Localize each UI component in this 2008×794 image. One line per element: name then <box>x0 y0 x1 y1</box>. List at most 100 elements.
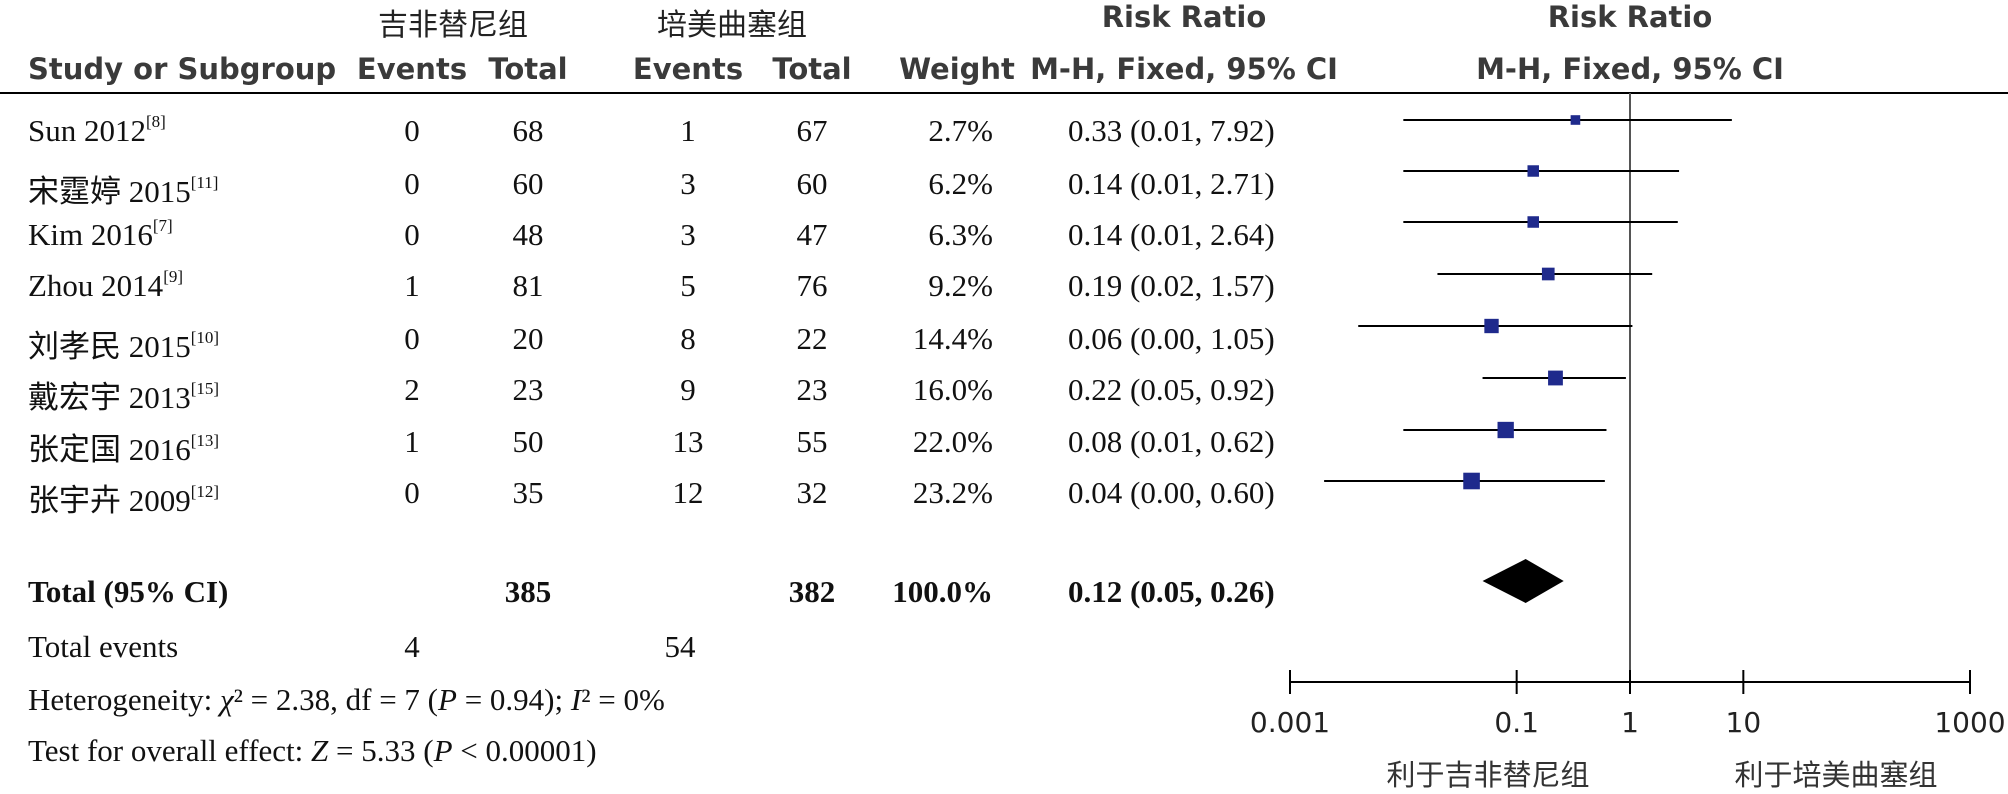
study-weight: 14.4% <box>912 321 993 356</box>
total-events-label: Total events <box>28 629 179 664</box>
study-total2: 22 <box>796 321 828 356</box>
method-right-header: M-H, Fixed, 95% CI <box>1476 52 1784 86</box>
study-total1: 81 <box>512 268 544 303</box>
study-ci: 0.19 (0.02, 1.57) <box>1068 268 1275 303</box>
total1-header: Total <box>488 52 568 86</box>
study-total1: 68 <box>512 113 544 148</box>
total-ci: 0.12 (0.05, 0.26) <box>1068 574 1275 609</box>
study-name: 宋霆婷 2015 <box>28 174 191 209</box>
study-label: 戴宏宇 2013[15] <box>28 372 219 417</box>
total-n1: 385 <box>504 574 552 609</box>
study-events1: 1 <box>404 268 420 303</box>
study-label: Zhou 2014[9] <box>28 268 183 304</box>
total-n2: 382 <box>788 574 836 609</box>
study-weight: 9.2% <box>928 268 993 303</box>
study-ci: 0.22 (0.05, 0.92) <box>1068 372 1275 407</box>
study-events1: 1 <box>404 424 420 459</box>
total-events-e2: 54 <box>664 629 696 664</box>
study-reference: [7] <box>152 216 173 235</box>
study-weight: 16.0% <box>912 372 993 407</box>
study-total1: 23 <box>512 372 544 407</box>
study-label: Sun 2012[8] <box>28 113 166 149</box>
total-events-e1: 4 <box>404 629 420 664</box>
study-reference: [13] <box>190 431 220 450</box>
study-label: 张宇卉 2009[12] <box>28 475 219 520</box>
study-total1: 60 <box>512 166 544 201</box>
study-total1: 35 <box>512 475 544 510</box>
study-total2: 55 <box>796 424 828 459</box>
study-total1: 48 <box>512 217 544 252</box>
study-marker <box>1541 267 1555 281</box>
study-total2: 32 <box>796 475 828 510</box>
study-marker <box>1570 115 1581 125</box>
study-events2: 5 <box>680 268 696 303</box>
study-events2: 3 <box>680 166 696 201</box>
method-left-header: M-H, Fixed, 95% CI <box>1030 52 1338 86</box>
axis-tick-label: 10 <box>1725 706 1762 739</box>
study-reference: [10] <box>190 328 220 347</box>
events1-header: Events <box>356 52 468 86</box>
study-reference: [8] <box>146 112 166 131</box>
study-events1: 0 <box>404 321 420 356</box>
pooled-diamond <box>1482 559 1564 603</box>
study-name: 张宇卉 2009 <box>28 483 191 518</box>
study-events1: 0 <box>404 113 420 148</box>
total-label: Total (95% CI) <box>28 574 229 609</box>
study-name: 戴宏宇 2013 <box>28 380 191 415</box>
study-weight: 6.3% <box>928 217 993 252</box>
study-marker <box>1497 421 1514 439</box>
heterogeneity-text: Heterogeneity: χ² = 2.38, df = 7 (P = 0.… <box>28 682 665 717</box>
study-weight: 23.2% <box>912 475 993 510</box>
study-total2: 67 <box>796 113 828 148</box>
study-label: 张定国 2016[13] <box>28 424 219 469</box>
axis-tick-label: 1 <box>1621 706 1639 739</box>
study-events1: 0 <box>404 475 420 510</box>
study-name: Zhou 2014 <box>28 268 164 303</box>
study-ci: 0.08 (0.01, 0.62) <box>1068 424 1275 459</box>
axis-tick-label: 1000 <box>1934 706 2006 739</box>
study-total1: 50 <box>512 424 544 459</box>
study-marker <box>1463 472 1480 490</box>
study-events1: 2 <box>404 372 420 407</box>
study-label: 宋霆婷 2015[11] <box>28 166 218 211</box>
study-events2: 12 <box>672 475 704 510</box>
study-total2: 23 <box>796 372 828 407</box>
study-total2: 76 <box>796 268 828 303</box>
study-events2: 9 <box>680 372 696 407</box>
study-weight: 6.2% <box>928 166 993 201</box>
study-events2: 3 <box>680 217 696 252</box>
study-marker <box>1527 216 1539 228</box>
study-label: Kim 2016[7] <box>28 217 173 253</box>
study-marker <box>1484 318 1499 334</box>
study-name: Kim 2016 <box>28 217 153 252</box>
study-name: Sun 2012 <box>28 113 146 148</box>
risk-ratio-left-header: Risk Ratio <box>1101 0 1267 34</box>
favours-right-label: 利于培美曲塞组 <box>1734 758 1938 792</box>
study-ci: 0.33 (0.01, 7.92) <box>1068 113 1275 148</box>
study-name: 张定国 2016 <box>28 432 191 467</box>
group2-header: 培美曲塞组 <box>657 8 807 43</box>
study-ci: 0.04 (0.00, 0.60) <box>1068 475 1275 510</box>
study-reference: [12] <box>190 482 220 501</box>
study-ci: 0.06 (0.00, 1.05) <box>1068 321 1275 356</box>
study-ci: 0.14 (0.01, 2.71) <box>1068 166 1275 201</box>
risk-ratio-right-header: Risk Ratio <box>1547 0 1713 34</box>
events2-header: Events <box>632 52 744 86</box>
study-events1: 0 <box>404 166 420 201</box>
favours-left-label: 利于吉非替尼组 <box>1386 758 1590 792</box>
study-weight: 22.0% <box>912 424 993 459</box>
study-events2: 8 <box>680 321 696 356</box>
study-events2: 13 <box>672 424 704 459</box>
axis-tick-label: 0.001 <box>1249 706 1331 739</box>
study-label: 刘孝民 2015[10] <box>28 321 219 366</box>
study-total2: 47 <box>796 217 828 252</box>
study-weight: 2.7% <box>928 113 993 148</box>
study-name: 刘孝民 2015 <box>28 329 191 364</box>
study-reference: [15] <box>190 379 220 398</box>
study-reference: [9] <box>163 267 184 286</box>
total-weight: 100.0% <box>892 574 993 609</box>
study-ci: 0.14 (0.01, 2.64) <box>1068 217 1275 252</box>
study-marker <box>1548 370 1563 386</box>
overall-effect-text: Test for overall effect: Z = 5.33 (P < 0… <box>28 733 597 768</box>
